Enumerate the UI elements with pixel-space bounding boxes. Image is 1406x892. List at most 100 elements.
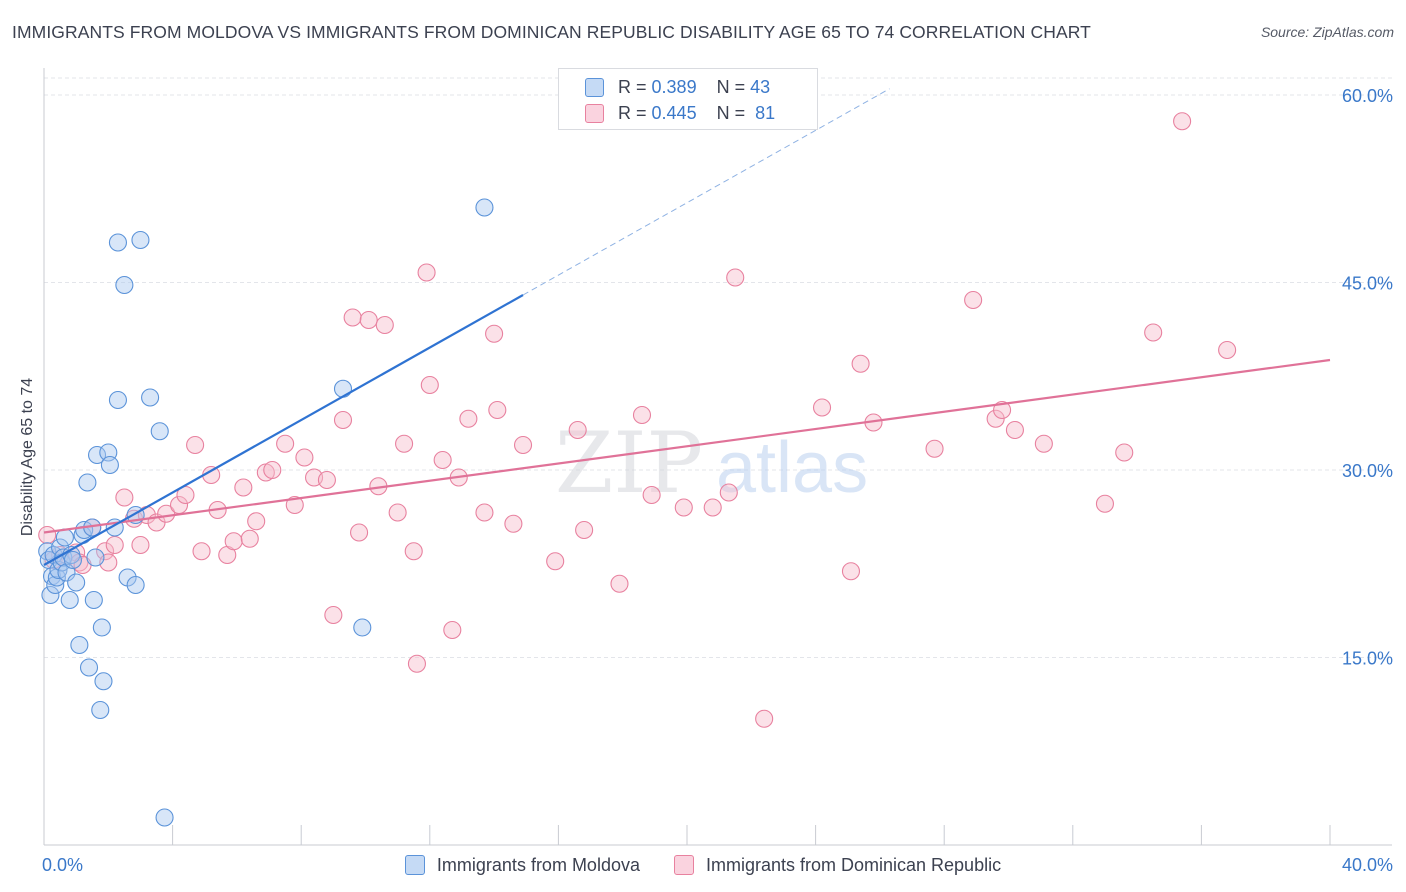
data-point-dominican [407,654,426,673]
data-point-moldova [67,573,86,592]
y-axis-title: Disability Age 65 to 74 [19,378,36,536]
data-point-dominican [388,503,407,522]
data-point-dominican [1005,420,1024,440]
y-tick-label: 60.0% [1342,86,1393,106]
data-point-dominican [610,574,629,593]
data-point-dominican [575,520,594,540]
data-point-dominican [719,483,738,502]
legend-swatch-pink [585,103,604,123]
trend-lines [43,88,1331,566]
data-point-dominican [993,400,1012,420]
data-point-dominican [324,605,343,625]
n-value: 43 [750,76,771,97]
r-value: 0.445 [651,102,697,123]
data-point-dominican [568,420,587,440]
trend-line-dominican [43,358,1331,534]
data-point-moldova [126,575,145,595]
data-point-moldova [86,548,105,567]
data-point-dominican [443,620,462,640]
data-point-dominican [851,354,870,373]
trend-line-moldova [43,294,524,566]
data-point-dominican [642,485,661,505]
legend-swatch-pink [673,855,694,875]
data-point-dominican [504,514,523,533]
data-point-moldova [94,672,113,691]
data-point-dominican [38,525,57,545]
data-point-moldova [63,550,82,570]
y-tick-label: 15.0% [1342,649,1393,669]
legend-swatch-blue [585,77,604,97]
legend-swatch-blue [404,855,425,875]
axis-labels: 15.0% 30.0% 45.0% 60.0% 0.0% 40.0% Disability … [19,86,1393,875]
legend-label-dominican: Immigrants from Dominican Republic [705,854,1002,875]
data-point-moldova [155,808,174,827]
x-tick-label: 0.0% [42,855,83,875]
r-value: 0.389 [651,76,697,97]
data-point-dominican [359,310,378,330]
x-tick-label: 40.0% [1342,855,1393,875]
data-point-dominican [105,535,124,555]
n-value: 81 [755,102,776,123]
pink-series-points [38,112,1237,728]
data-point-dominican [674,498,693,517]
data-point-dominican [1115,443,1134,462]
data-point-dominican [1144,323,1163,342]
data-point-dominican [632,405,652,425]
data-point-moldova [79,658,99,677]
legend-item-moldova: Immigrants from Moldova [404,854,640,876]
data-point-dominican [420,375,439,395]
data-point-dominican [1095,494,1114,513]
data-point-dominican [131,535,150,555]
data-point-dominican [295,448,314,467]
blue-series-points [38,198,494,827]
watermark-zip: ZIP [555,414,703,512]
data-point-dominican [333,410,353,430]
r-label: R = [618,76,647,97]
chart-title: IMMIGRANTS FROM MOLDOVA VS IMMIGRANTS FR… [12,22,1091,42]
data-point-moldova [141,388,160,407]
data-point-moldova [115,275,134,295]
data-point-dominican [115,488,134,507]
y-tick-label: 45.0% [1342,274,1393,294]
grid-lines [44,77,1392,658]
data-point-dominican [343,308,362,327]
legend-label-moldova: Immigrants from Moldova [436,854,640,875]
data-point-dominican [1034,434,1053,453]
watermark-atlas: atlas [716,428,868,508]
data-point-dominican [1173,112,1192,131]
data-point-dominican [1218,340,1237,360]
trend-line-moldova-extension [522,88,890,296]
data-point-moldova [353,618,372,637]
data-point-dominican [157,504,176,523]
data-point-dominican [755,709,774,728]
data-point-moldova [100,455,119,475]
data-point-dominican [703,498,722,517]
data-point-moldova [84,590,103,610]
correlation-legend: R = 0.389 N = 43 R = 0.445 N = 81 [558,68,818,130]
data-point-moldova [92,618,111,637]
data-point-dominican [404,542,423,561]
y-tick-label: 30.0% [1342,461,1393,481]
data-point-dominican [433,450,452,470]
data-point-moldova [70,635,89,655]
data-point-dominican [276,434,295,453]
data-point-dominican [375,315,394,335]
data-point-dominican [475,503,494,522]
legend-row-moldova: R = 0.389 N = 43 [585,75,770,99]
data-point-moldova [333,379,353,398]
data-point-dominican [513,435,533,455]
source-label: Source: ZipAtlas.com [1260,24,1394,40]
data-point-dominican [488,400,507,420]
legend-item-dominican: Immigrants from Dominican Republic [673,854,1002,876]
data-point-dominican [925,439,944,458]
data-point-dominican [812,398,832,417]
data-point-moldova [46,575,65,595]
data-point-dominican [841,562,861,581]
data-point-dominican [263,460,282,480]
series-legend: Immigrants from Moldova Immigrants from … [0,852,1406,878]
axes [43,68,1392,846]
data-point-dominican [224,532,243,551]
data-point-dominican [459,409,478,428]
legend-row-dominican: R = 0.445 N = 81 [585,101,775,125]
